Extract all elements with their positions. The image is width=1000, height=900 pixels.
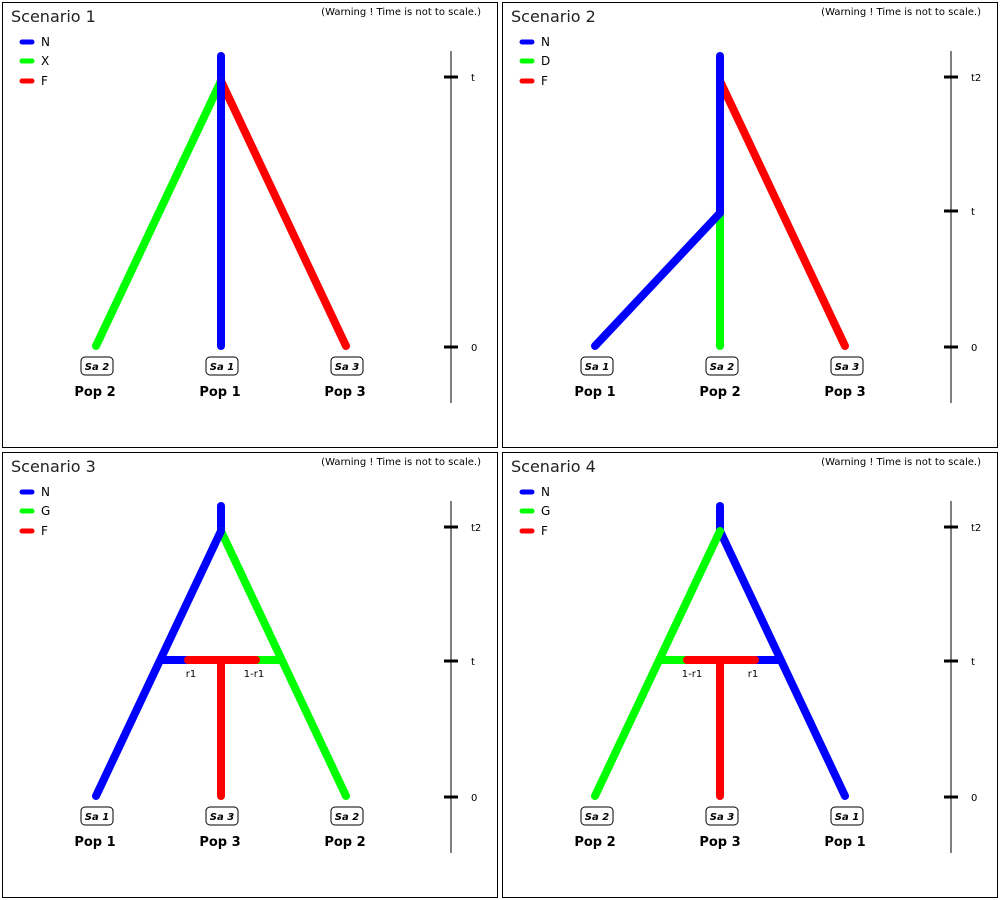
time-tick-label: 0 — [471, 343, 477, 354]
sample-box — [580, 806, 614, 826]
time-scale-warning: (Warning ! Time is not to scale.) — [321, 457, 481, 468]
sample-box — [830, 356, 864, 376]
time-tick-label: t — [471, 73, 475, 84]
sample-box — [205, 806, 239, 826]
legend-label: N — [541, 35, 550, 49]
population-label: Pop 2 — [324, 835, 365, 850]
sample-label: Sa 3 — [210, 812, 234, 823]
branch-right — [217, 77, 350, 350]
sample-box — [580, 356, 614, 376]
sample-box — [705, 806, 739, 826]
sample-label: Sa 1 — [585, 362, 609, 373]
time-tick-label: 0 — [971, 793, 977, 804]
time-scale-warning: (Warning ! Time is not to scale.) — [321, 7, 481, 18]
legend-label: D — [541, 54, 550, 68]
scenario-3-panel: Scenario 3 (Warning ! Time is not to sca… — [2, 452, 498, 898]
population-label: Pop 2 — [74, 385, 115, 400]
scenario-1-diagram: Scenario 1 (Warning ! Time is not to sca… — [11, 7, 481, 403]
sample-box — [330, 806, 364, 826]
branch-right — [716, 77, 849, 350]
admix-rate-label: r1 — [186, 669, 196, 680]
population-label: Pop 2 — [574, 835, 615, 850]
sample-box — [705, 356, 739, 376]
sample-label: Sa 2 — [335, 812, 359, 823]
admix-rate-label: 1-r1 — [244, 669, 264, 680]
legend-label: F — [541, 524, 548, 538]
sample-label: Sa 1 — [85, 812, 109, 823]
time-tick-label: t2 — [971, 73, 981, 84]
time-scale-warning: (Warning ! Time is not to scale.) — [821, 7, 981, 18]
branch-left — [591, 209, 724, 350]
time-scale-warning: (Warning ! Time is not to scale.) — [821, 457, 981, 468]
sample-label: Sa 2 — [710, 362, 734, 373]
scenario-title: Scenario 4 — [511, 457, 596, 476]
sample-label: Sa 1 — [835, 812, 859, 823]
sample-label: Sa 2 — [85, 362, 109, 373]
scenario-4-panel: Scenario 4 (Warning ! Time is not to sca… — [502, 452, 998, 898]
legend-label: F — [41, 74, 48, 88]
admix-rate-label: 1-r1 — [682, 669, 702, 680]
legend-label: F — [541, 74, 548, 88]
legend-label: G — [541, 504, 550, 518]
sample-box — [330, 356, 364, 376]
time-tick-label: t — [971, 207, 975, 218]
scenario-title: Scenario 1 — [11, 7, 96, 26]
scenario-2-diagram: Scenario 2 (Warning ! Time is not to sca… — [511, 7, 981, 403]
scenario-title: Scenario 2 — [511, 7, 596, 26]
sample-box — [80, 806, 114, 826]
branch-left — [92, 527, 225, 800]
population-label: Pop 1 — [74, 835, 115, 850]
scenario-4-diagram: Scenario 4 (Warning ! Time is not to sca… — [511, 457, 981, 853]
scenario-title: Scenario 3 — [11, 457, 96, 476]
legend-label: N — [541, 485, 550, 499]
population-label: Pop 3 — [324, 385, 365, 400]
population-label: Pop 1 — [574, 385, 615, 400]
time-tick-label: 0 — [471, 793, 477, 804]
sample-label: Sa 3 — [835, 362, 859, 373]
population-label: Pop 3 — [199, 835, 240, 850]
time-tick-label: t — [971, 657, 975, 668]
population-label: Pop 1 — [824, 835, 865, 850]
branch-left — [591, 527, 724, 800]
legend-label: N — [41, 35, 50, 49]
sample-label: Sa 3 — [710, 812, 734, 823]
time-tick-label: 0 — [971, 343, 977, 354]
population-label: Pop 3 — [699, 835, 740, 850]
scenario-2-panel: Scenario 2 (Warning ! Time is not to sca… — [502, 2, 998, 448]
population-label: Pop 2 — [699, 385, 740, 400]
scenario-3-diagram: Scenario 3 (Warning ! Time is not to sca… — [11, 457, 481, 853]
legend-label: F — [41, 524, 48, 538]
time-tick-label: t2 — [971, 523, 981, 534]
legend-label: X — [41, 54, 49, 68]
sample-label: Sa 1 — [210, 362, 234, 373]
sample-box — [830, 806, 864, 826]
legend-label: G — [41, 504, 50, 518]
legend-label: N — [41, 485, 50, 499]
time-tick-label: t2 — [471, 523, 481, 534]
sample-label: Sa 3 — [335, 362, 359, 373]
sample-box — [80, 356, 114, 376]
time-tick-label: t — [471, 657, 475, 668]
sample-label: Sa 2 — [585, 812, 609, 823]
branch-left — [92, 77, 225, 350]
admix-rate-label: r1 — [748, 669, 758, 680]
branch-right — [217, 527, 350, 800]
branch-right — [716, 527, 849, 800]
sample-box — [205, 356, 239, 376]
population-label: Pop 1 — [199, 385, 240, 400]
scenario-1-panel: Scenario 1 (Warning ! Time is not to sca… — [2, 2, 498, 448]
population-label: Pop 3 — [824, 385, 865, 400]
